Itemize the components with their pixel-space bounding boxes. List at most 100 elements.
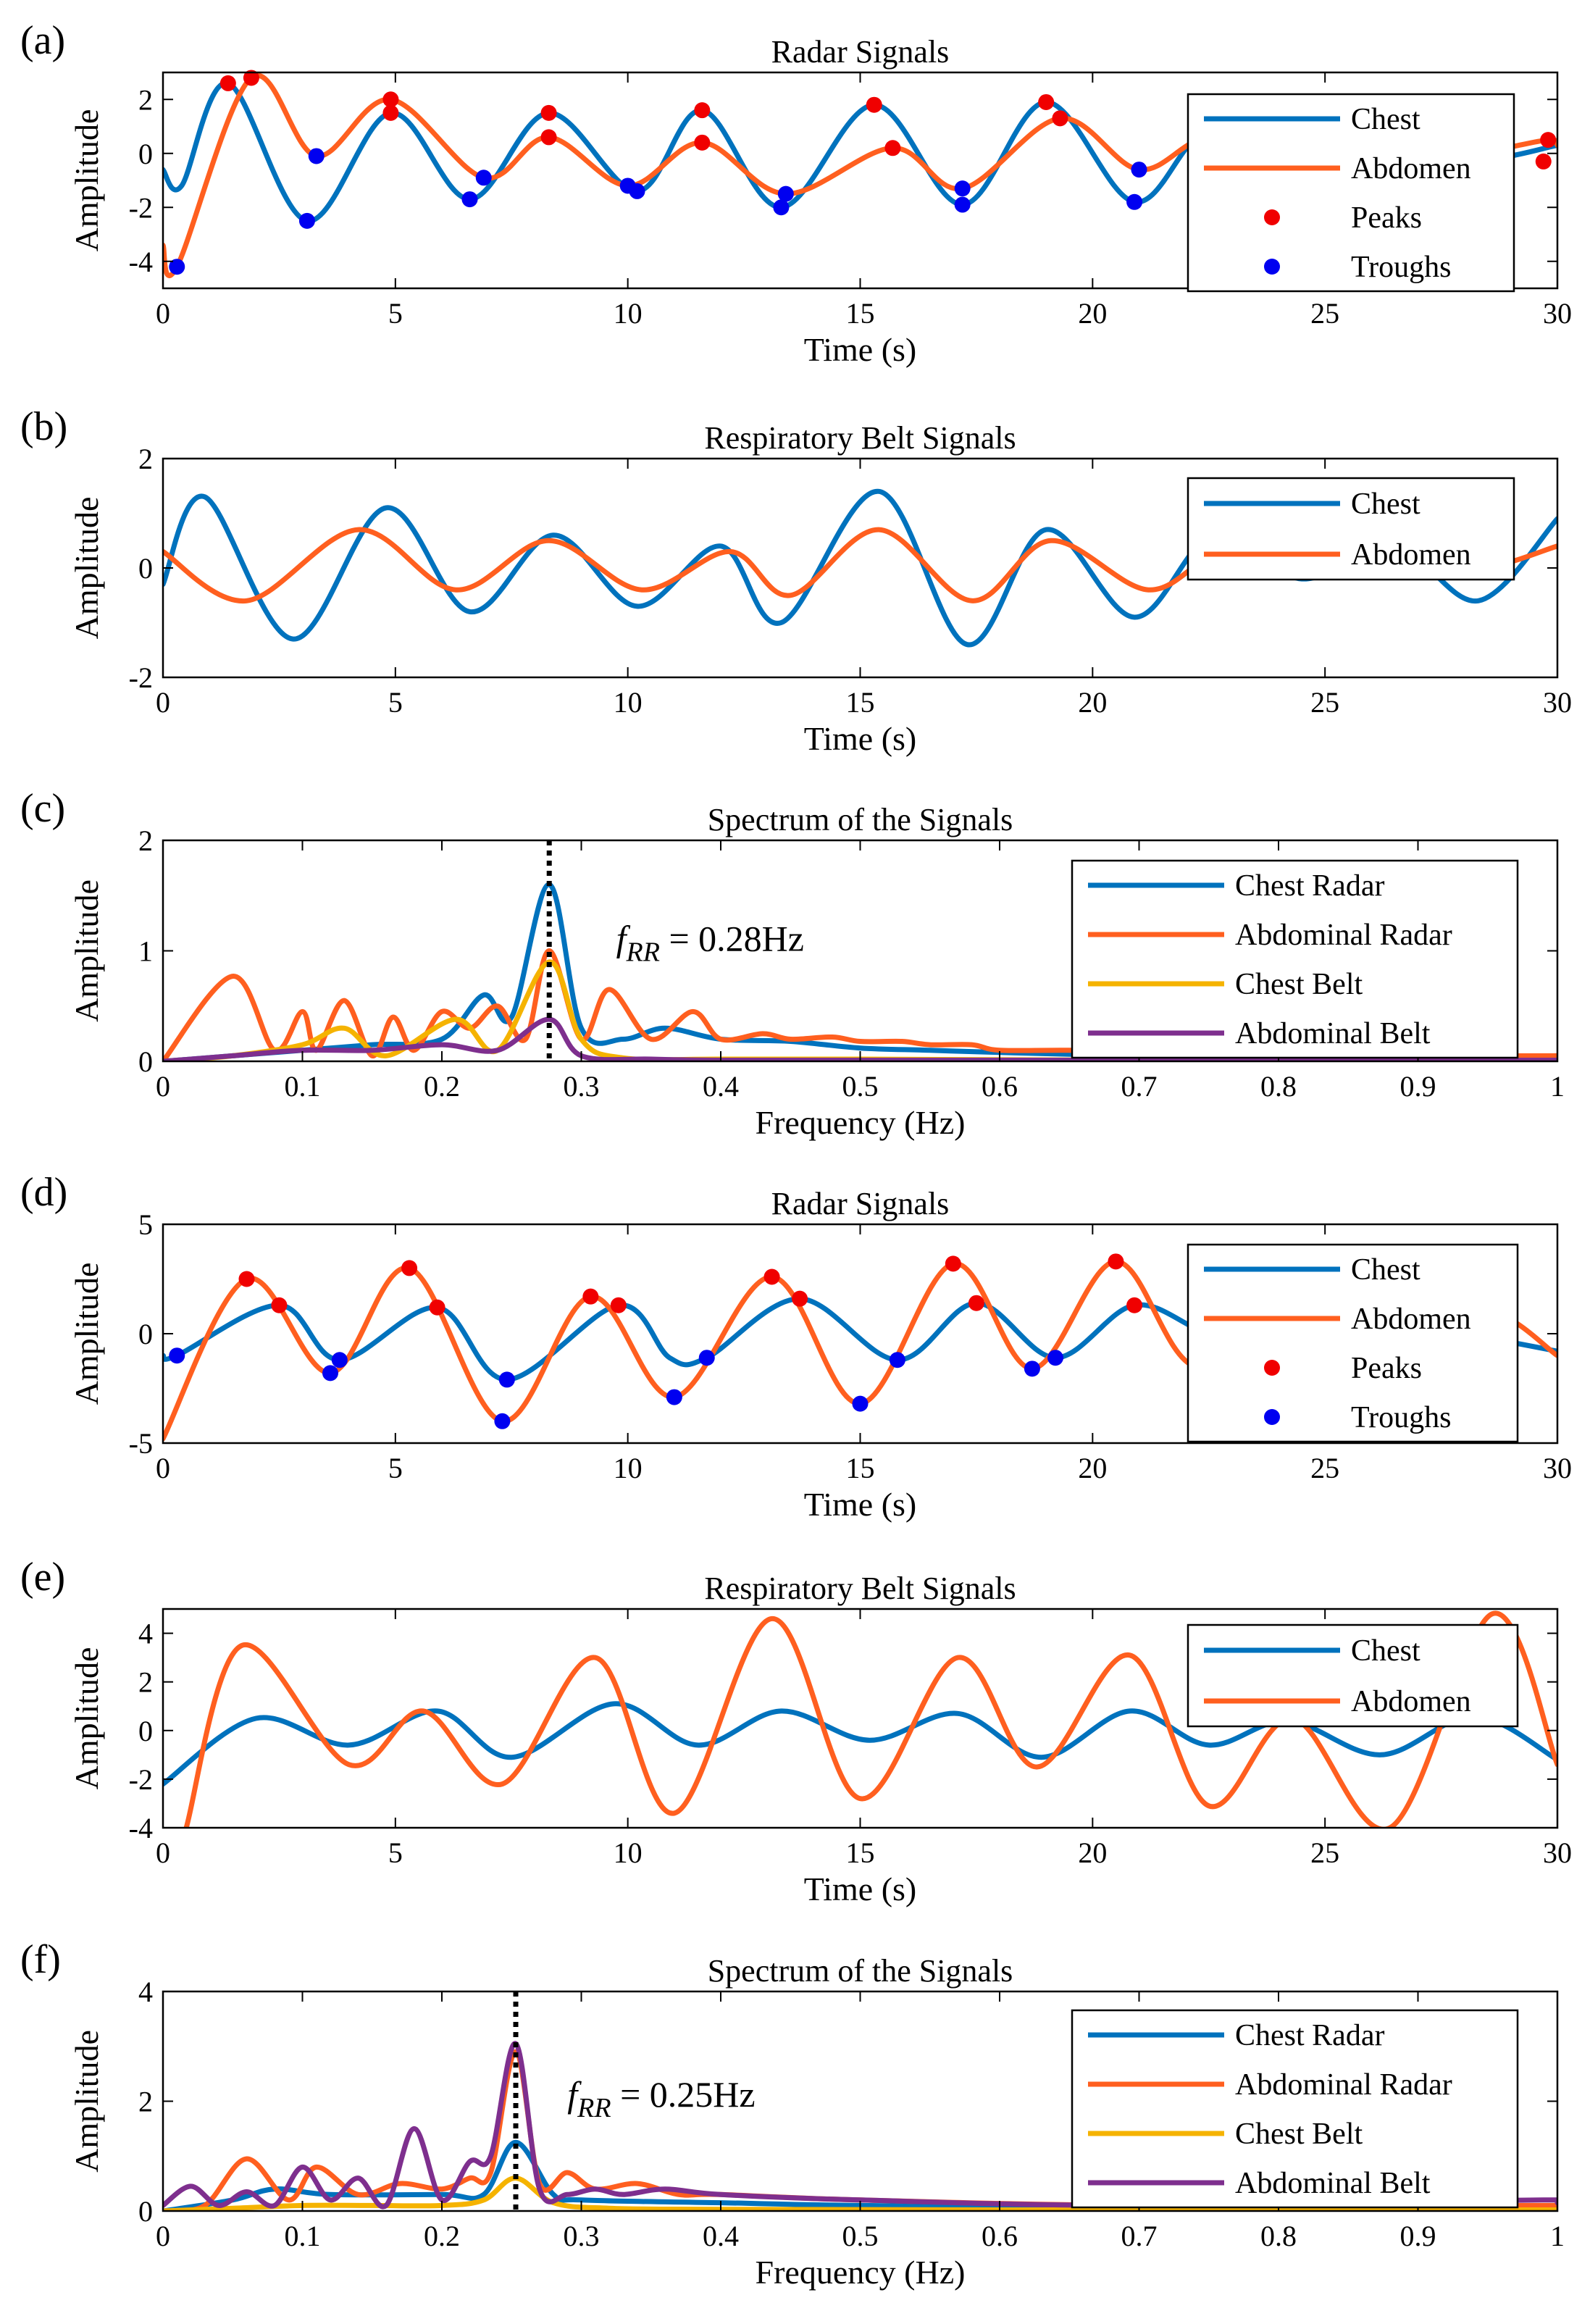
- x-tick-label: 20: [1078, 297, 1107, 330]
- y-axis-label: Amplitude: [68, 1647, 105, 1790]
- x-tick-label: 0.7: [1121, 2220, 1158, 2252]
- peak-marker: [382, 104, 399, 121]
- panel-title: Spectrum of the Signals: [708, 802, 1013, 837]
- legend-label: Abdominal Radar: [1235, 919, 1452, 952]
- y-axis-label: Amplitude: [68, 879, 105, 1022]
- legend-swatch-marker: [1264, 209, 1280, 225]
- y-axis-label: Amplitude: [68, 1263, 105, 1405]
- y-tick-label: -2: [129, 1763, 153, 1796]
- peak-marker: [884, 140, 901, 156]
- legend: Chest Abdomen Peaks Troughs: [1187, 1243, 1519, 1443]
- y-tick-label: 2: [138, 443, 153, 475]
- legend-box: [1071, 859, 1519, 1059]
- x-tick-label: 0.1: [285, 2220, 321, 2252]
- peak-marker: [238, 1271, 255, 1287]
- peak-marker: [1052, 110, 1068, 127]
- legend-label: Abdominal Radar: [1235, 2068, 1452, 2102]
- trough-marker: [889, 1352, 905, 1368]
- x-tick-label: 0: [156, 1070, 170, 1103]
- legend-label: Chest: [1351, 1634, 1420, 1668]
- peak-marker: [1108, 1253, 1124, 1270]
- x-axis-label: Time (s): [804, 331, 917, 368]
- x-tick-label: 5: [388, 686, 403, 719]
- legend-box: [1187, 477, 1515, 581]
- trough-marker: [698, 1350, 715, 1366]
- panel-title: Radar Signals: [771, 1186, 950, 1221]
- legend-label: Chest: [1351, 488, 1420, 521]
- legend: Chest Abdomen Peaks Troughs: [1187, 93, 1515, 293]
- x-tick-label: 0.1: [285, 1070, 321, 1103]
- x-tick-label: 15: [846, 1452, 875, 1484]
- x-axis-label: Time (s): [804, 1871, 917, 1907]
- x-tick-label: 0: [156, 686, 170, 719]
- x-tick-label: 0.5: [842, 1070, 879, 1103]
- rr-annotation: fRR = 0.25Hz: [567, 2074, 755, 2123]
- x-tick-label: 0.8: [1260, 1070, 1297, 1103]
- legend-label: Chest Belt: [1235, 2118, 1363, 2151]
- legend-swatch-marker: [1264, 259, 1280, 275]
- panel-letter: (b): [20, 404, 67, 449]
- x-tick-label: 20: [1078, 1452, 1107, 1484]
- x-tick-label: 15: [846, 1836, 875, 1869]
- trough-marker: [461, 191, 478, 208]
- x-tick-label: 0.8: [1260, 2220, 1297, 2252]
- y-axis-label: Amplitude: [68, 497, 105, 640]
- panel-title: Spectrum of the Signals: [708, 1953, 1013, 1989]
- legend: Chest Radar Abdominal Radar Chest Belt Abdo…: [1071, 2009, 1519, 2209]
- legend-box: [1187, 1623, 1519, 1728]
- y-tick-label: 2: [138, 1666, 153, 1699]
- y-tick-label: -2: [129, 191, 153, 224]
- legend-label: Peaks: [1351, 201, 1422, 235]
- y-tick-label: 2: [138, 824, 153, 857]
- x-tick-label: 5: [388, 297, 403, 330]
- peak-marker: [582, 1288, 599, 1305]
- legend-label: Chest Belt: [1235, 968, 1363, 1001]
- x-tick-label: 20: [1078, 1836, 1107, 1869]
- y-axis-label: Amplitude: [68, 2030, 105, 2173]
- legend-label: Abdominal Belt: [1235, 2167, 1431, 2200]
- panel-letter: (a): [20, 18, 65, 63]
- x-tick-label: 10: [614, 1836, 643, 1869]
- annotation-value: = 0.28Hz: [660, 919, 804, 959]
- x-tick-label: 10: [614, 297, 643, 330]
- trough-marker: [298, 212, 315, 229]
- peak-marker: [1038, 93, 1055, 110]
- trough-marker: [308, 148, 325, 164]
- x-tick-label: 5: [388, 1836, 403, 1869]
- series-line-abdominal-belt: [163, 1016, 1557, 1061]
- x-tick-label: 0.3: [564, 1070, 600, 1103]
- y-tick-label: 0: [138, 138, 153, 170]
- legend-label: Abdominal Belt: [1235, 1017, 1431, 1050]
- series-group: [163, 2041, 1557, 2211]
- x-tick-label: 25: [1310, 297, 1339, 330]
- legend-label: Abdomen: [1351, 152, 1471, 185]
- x-axis-label: Frequency (Hz): [756, 1104, 966, 1141]
- legend-box: [1071, 2009, 1519, 2209]
- x-tick-label: 0.6: [982, 2220, 1018, 2252]
- y-tick-label: 0: [138, 2195, 153, 2228]
- x-tick-label: 30: [1543, 297, 1572, 330]
- x-tick-label: 0: [156, 1452, 170, 1484]
- legend-label: Chest: [1351, 103, 1420, 136]
- y-axis-label: Amplitude: [68, 109, 105, 252]
- legend-label: Chest Radar: [1235, 869, 1384, 903]
- trough-marker: [1131, 162, 1147, 178]
- panel-a: (a) Radar Signals 0 5 10 15 20 25 30 -4 -2 0 2 Time (…: [20, 18, 1572, 368]
- legend-swatch-marker: [1264, 1360, 1280, 1376]
- legend-label: Troughs: [1351, 1401, 1452, 1434]
- peak-marker: [694, 102, 711, 119]
- trough-marker: [494, 1413, 511, 1429]
- y-tick-label: -4: [129, 1812, 153, 1844]
- legend-label: Abdomen: [1351, 1303, 1471, 1336]
- peak-marker: [382, 91, 399, 108]
- y-tick-label: -5: [129, 1427, 153, 1460]
- peak-marker: [219, 75, 236, 91]
- x-tick-label: 0.3: [564, 2220, 600, 2252]
- peak-marker: [792, 1290, 808, 1307]
- peak-marker: [1126, 1297, 1143, 1313]
- trough-marker: [498, 1371, 515, 1388]
- y-tick-label: 4: [138, 1976, 153, 2008]
- x-tick-label: 25: [1310, 1836, 1339, 1869]
